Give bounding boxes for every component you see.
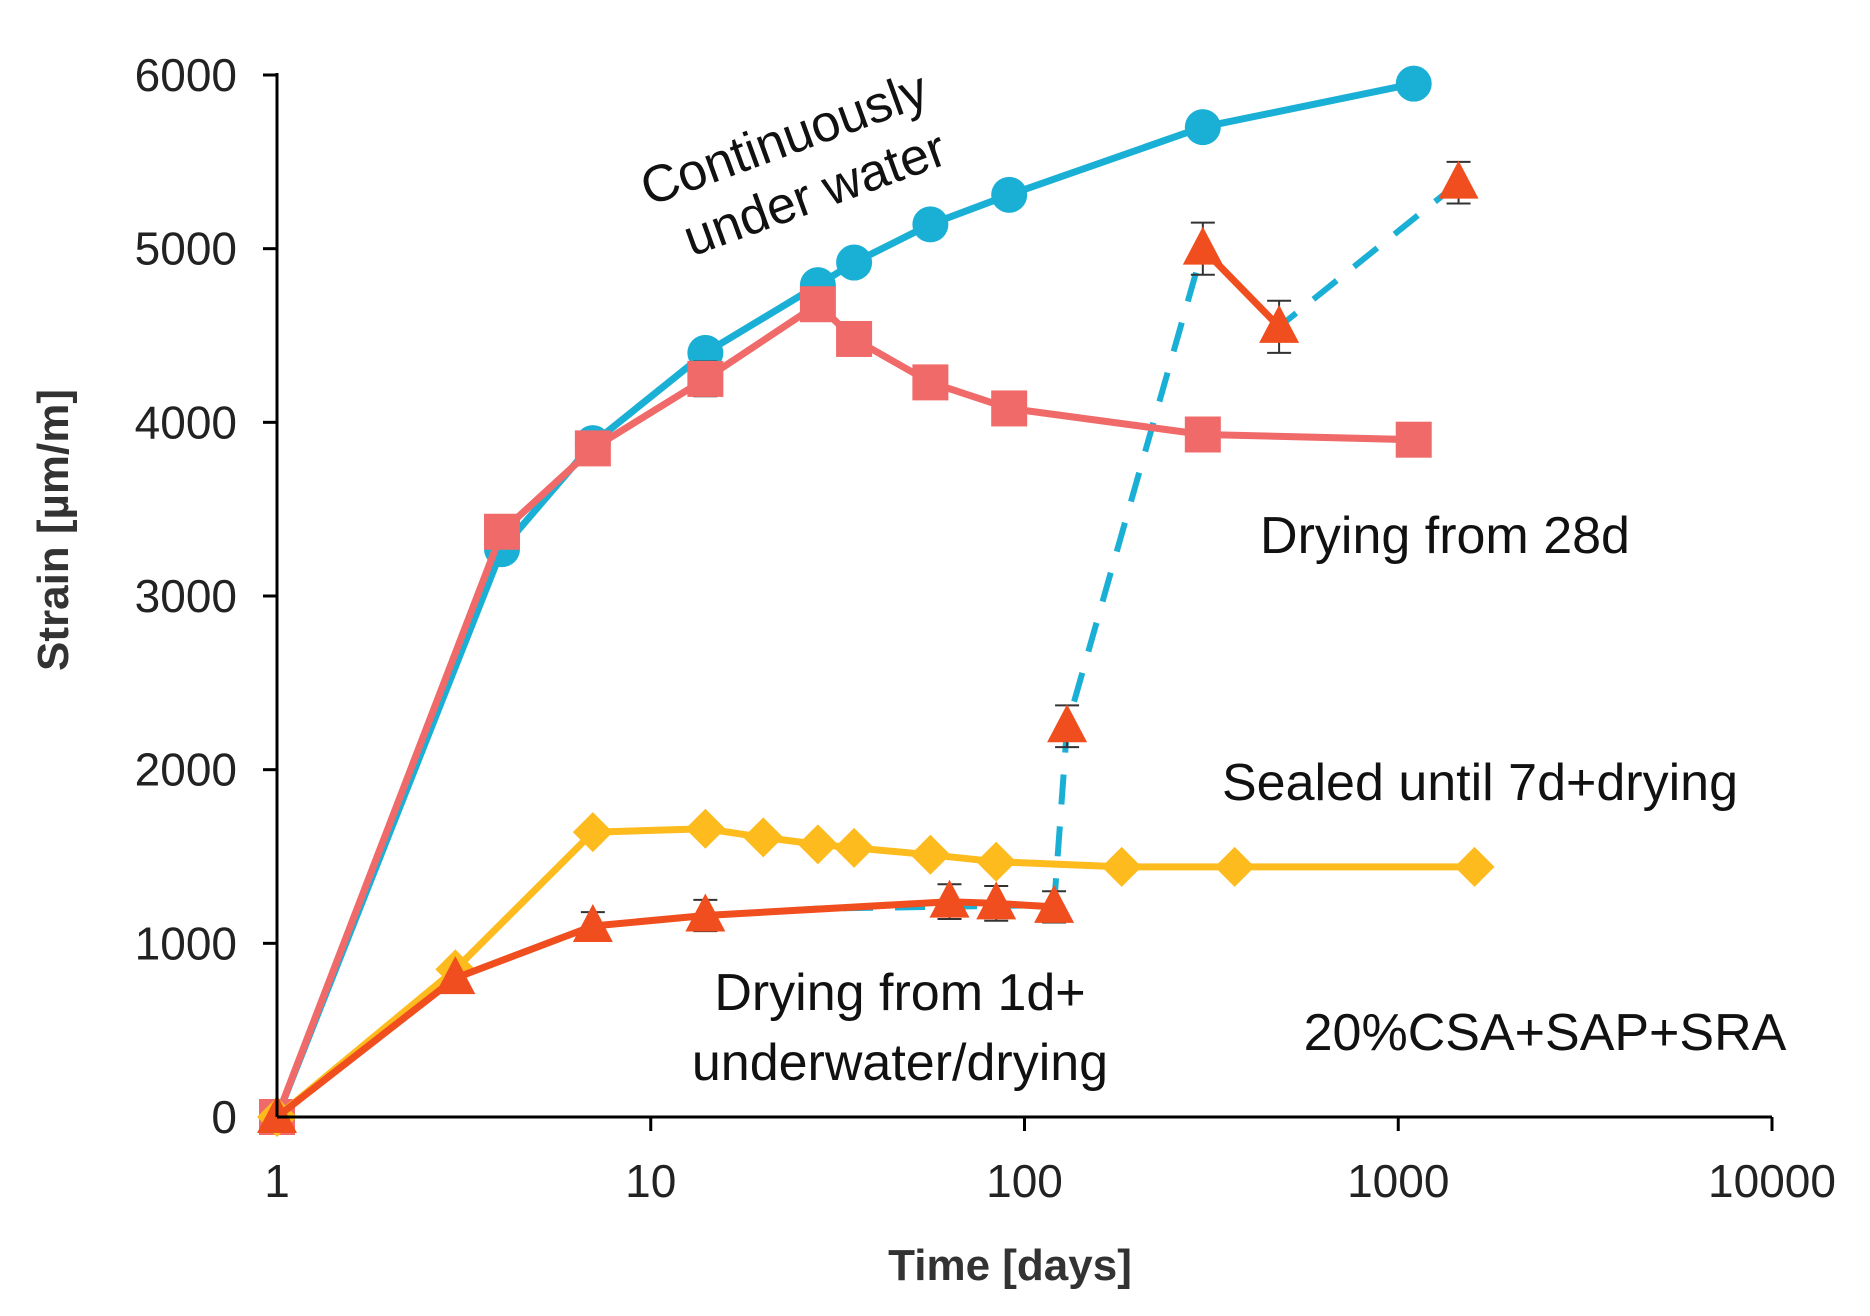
data-point <box>435 956 476 995</box>
series-layer <box>257 65 1495 1137</box>
data-point <box>1395 65 1432 102</box>
data-point <box>1047 704 1088 743</box>
y-tick-label: 0 <box>211 1091 237 1143</box>
tick-marks <box>263 73 1774 1131</box>
x-tick-label: 10 <box>625 1155 676 1207</box>
data-point <box>976 881 1017 920</box>
series-4 <box>257 879 1075 1133</box>
annotation-drying-28d: Drying from 28d <box>1260 507 1630 565</box>
data-point <box>910 834 951 875</box>
x-tick-label: 10000 <box>1708 1155 1836 1207</box>
data-point <box>1182 226 1223 265</box>
x-tick-label: 1000 <box>1347 1155 1449 1207</box>
data-point <box>1184 109 1221 146</box>
y-tick-label: 6000 <box>135 49 237 101</box>
annotation-sealed: Sealed until 7d+drying <box>1222 754 1738 812</box>
data-point <box>685 808 726 849</box>
y-tick-label: 5000 <box>135 223 237 275</box>
data-point <box>991 176 1028 213</box>
annotation-mix: 20%CSA+SAP+SRA <box>1304 1004 1787 1062</box>
data-point <box>743 817 784 858</box>
data-point <box>797 824 838 865</box>
y-tick-label: 3000 <box>135 570 237 622</box>
data-point <box>912 206 949 243</box>
x-tick-label: 100 <box>986 1155 1063 1207</box>
data-point <box>836 244 873 281</box>
data-point <box>572 812 613 853</box>
data-point <box>929 879 970 918</box>
series-5 <box>1182 221 1300 354</box>
series-line <box>273 300 1414 1119</box>
data-point <box>1438 160 1479 199</box>
data-point <box>1214 846 1255 887</box>
series-line <box>273 80 1415 1119</box>
y-tick-label: 1000 <box>135 917 237 969</box>
tick-labels: 0 1000 2000 3000 4000 5000 6000 1 10 100 1000 10000 <box>135 49 1836 1207</box>
series-2 <box>257 808 1495 1137</box>
series-6 <box>1047 160 1479 749</box>
data-point <box>976 841 1017 882</box>
y-tick-label: 2000 <box>135 744 237 796</box>
data-point <box>687 360 724 397</box>
y-tick-label: 4000 <box>135 396 237 448</box>
data-point <box>834 827 875 868</box>
data-point <box>484 513 521 550</box>
data-point <box>1259 304 1300 343</box>
annotation-drying-1d-line2: underwater/drying <box>692 1034 1108 1092</box>
data-point <box>1034 884 1075 923</box>
x-tick-label: 1 <box>264 1155 290 1207</box>
data-point <box>836 320 873 357</box>
annotation-continuously: Continuously under water <box>633 60 954 268</box>
data-point <box>912 364 949 401</box>
data-point <box>685 893 726 932</box>
data-point <box>799 286 836 323</box>
data-point <box>1184 416 1221 453</box>
data-point <box>991 390 1028 427</box>
data-point <box>1454 846 1495 887</box>
x-axis-title: Time [days] <box>888 1241 1132 1290</box>
data-point <box>574 430 611 467</box>
data-point <box>1395 421 1432 458</box>
data-point <box>1101 846 1142 887</box>
data-point <box>572 903 613 942</box>
y-axis-title: Strain [µm/m] <box>29 389 78 671</box>
annotation-drying-1d-line1: Drying from 1d+ <box>714 964 1085 1022</box>
